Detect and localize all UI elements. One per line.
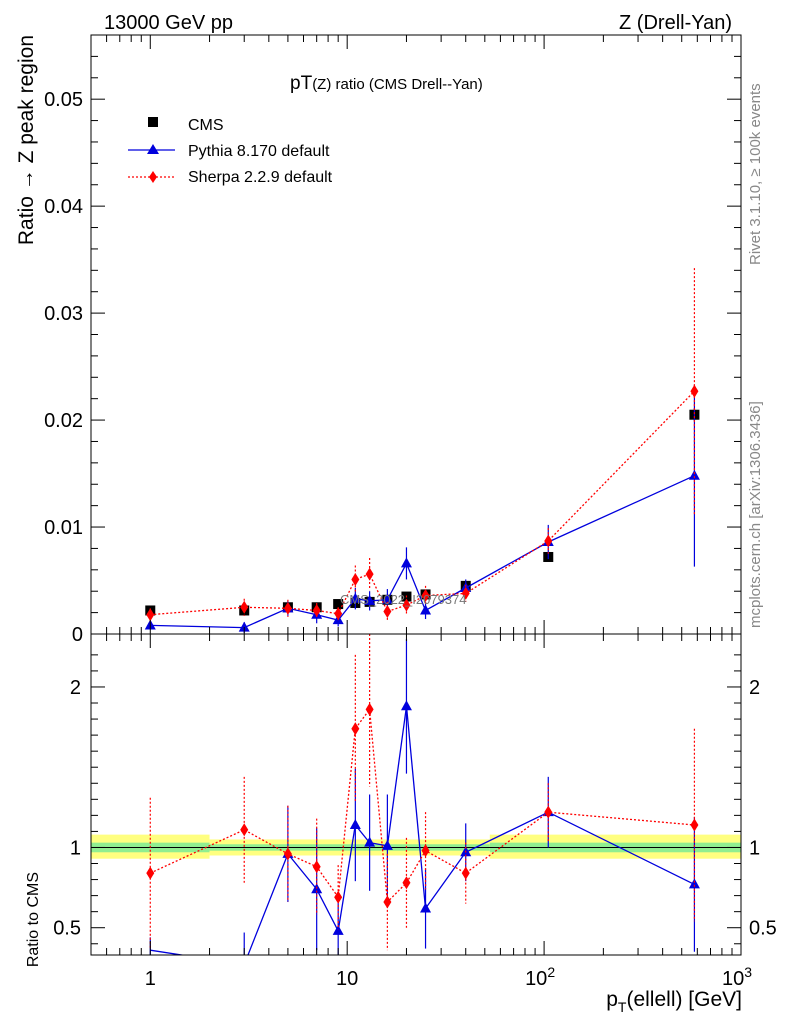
ratio-y-axis-label: Ratio to CMS [25,872,42,967]
ratio-data-point [364,836,376,847]
x-axis-label: pT(ellell) [GeV] [606,988,742,1015]
main-data-point [240,600,249,614]
main-data-point [364,594,376,605]
ratio-y-tick-label-right: 2 [749,677,760,699]
ratio-y-tick-label-right: 0.5 [749,918,777,940]
x-axis-label-rest: (ellell) [GeV] [626,988,742,1011]
ratio-data-point [421,844,430,858]
ratio-series-group [146,634,700,955]
legend-sherpa-marker [149,171,157,183]
rivet-label: Rivet 3.1.10, ≥ 100k events [747,83,764,265]
axes-layer: 0 0.01 0.02 0.03 0.04 0.05 0.5 0.5 1 1 2 2 1 10 102 103 [44,34,777,990]
ratio-data-point [381,839,393,850]
ratio-data-point [690,818,699,832]
x-tick-label: 102 [525,964,555,990]
ratio-data-point [334,890,343,904]
main-data-point [383,605,392,619]
main-y-tick-label: 0.01 [44,517,83,539]
plot-title-main: pT [290,73,313,94]
main-data-point [544,534,553,548]
ratio-y-tick-label-left: 1 [70,837,81,859]
main-data-point [312,603,321,617]
x-tick-label: 103 [722,964,752,990]
main-data-point [334,607,343,621]
main-y-tick-label: 0.03 [44,303,83,325]
legend-cms-label: CMS [188,117,224,134]
header-right: Z (Drell-Yan) [619,12,732,34]
ratio-data-point [365,702,374,716]
main-data-point [146,608,155,622]
ratio-plot-layer [146,634,700,955]
legend-cms-marker [148,117,158,127]
main-y-tick-label: 0.05 [44,89,83,111]
main-y-axis-label: Ratio → Z peak region [15,35,38,245]
legend-sherpa-label: Sherpa 2.2.9 default [188,169,333,186]
ratio-data-point [283,847,292,861]
plot-title: pT(Z) ratio (CMS Drell--Yan) [290,73,483,94]
ratio-y-tick-label-left: 2 [70,677,81,699]
legend-pythia-marker [147,144,159,154]
main-data-point [283,601,292,615]
main-series-line [150,390,695,616]
main-data-point [381,593,393,604]
main-data-point [402,598,411,612]
legend: CMS Pythia 8.170 default Sherpa 2.2.9 de… [128,117,333,186]
x-axis-label-sub: T [618,999,627,1015]
ratio-data-point [420,902,432,913]
main-data-point [420,604,432,615]
main-data-point [365,567,374,581]
main-data-point [400,557,412,568]
plot-title-sub: (Z) ratio (CMS Drell--Yan) [312,76,483,93]
ratio-plot-frame [90,633,742,956]
ratio-data-point [402,876,411,890]
main-data-point [421,588,430,602]
ratio-data-point [240,823,249,837]
x-axis-label-p: p [606,988,618,1011]
main-data-point [690,384,699,398]
ratio-data-point [146,866,155,880]
watermark-label: CMS_2022_I2079374 [340,592,467,607]
main-data-point [238,621,250,632]
main-y-tick-label: 0.02 [44,410,83,432]
ratio-data-point [688,878,700,889]
main-y-tick-label: 0.04 [44,196,83,218]
ratio-data-point [332,924,344,935]
mcplots-label: mcplots.cern.ch [arXiv:1306.3436] [747,401,764,628]
ratio-data-point [400,700,412,711]
ratio-y-tick-label-right: 1 [749,837,760,859]
ratio-data-point [351,722,360,736]
x-tick-label: 1 [145,968,156,990]
ratio-data-point [349,818,361,829]
ratio-data-point [544,805,553,819]
main-data-layer: CMS_2022_I2079374 [144,268,700,633]
main-data-point [349,592,361,603]
main-y-tick-label: 0 [72,624,83,646]
main-data-point [351,572,360,586]
main-data-point [461,586,470,600]
legend-pythia-label: Pythia 8.170 default [188,143,330,160]
main-data-point [333,599,344,610]
ratio-band-layer [91,834,741,859]
ratio-data-point [461,866,470,880]
ratio-data-point [383,895,392,909]
x-tick-label: 10 [336,968,358,990]
header-left: 13000 GeV pp [104,12,233,34]
ratio-y-tick-label-left: 0.5 [53,918,81,940]
ratio-data-point [312,860,321,874]
main-data-point [688,469,700,480]
